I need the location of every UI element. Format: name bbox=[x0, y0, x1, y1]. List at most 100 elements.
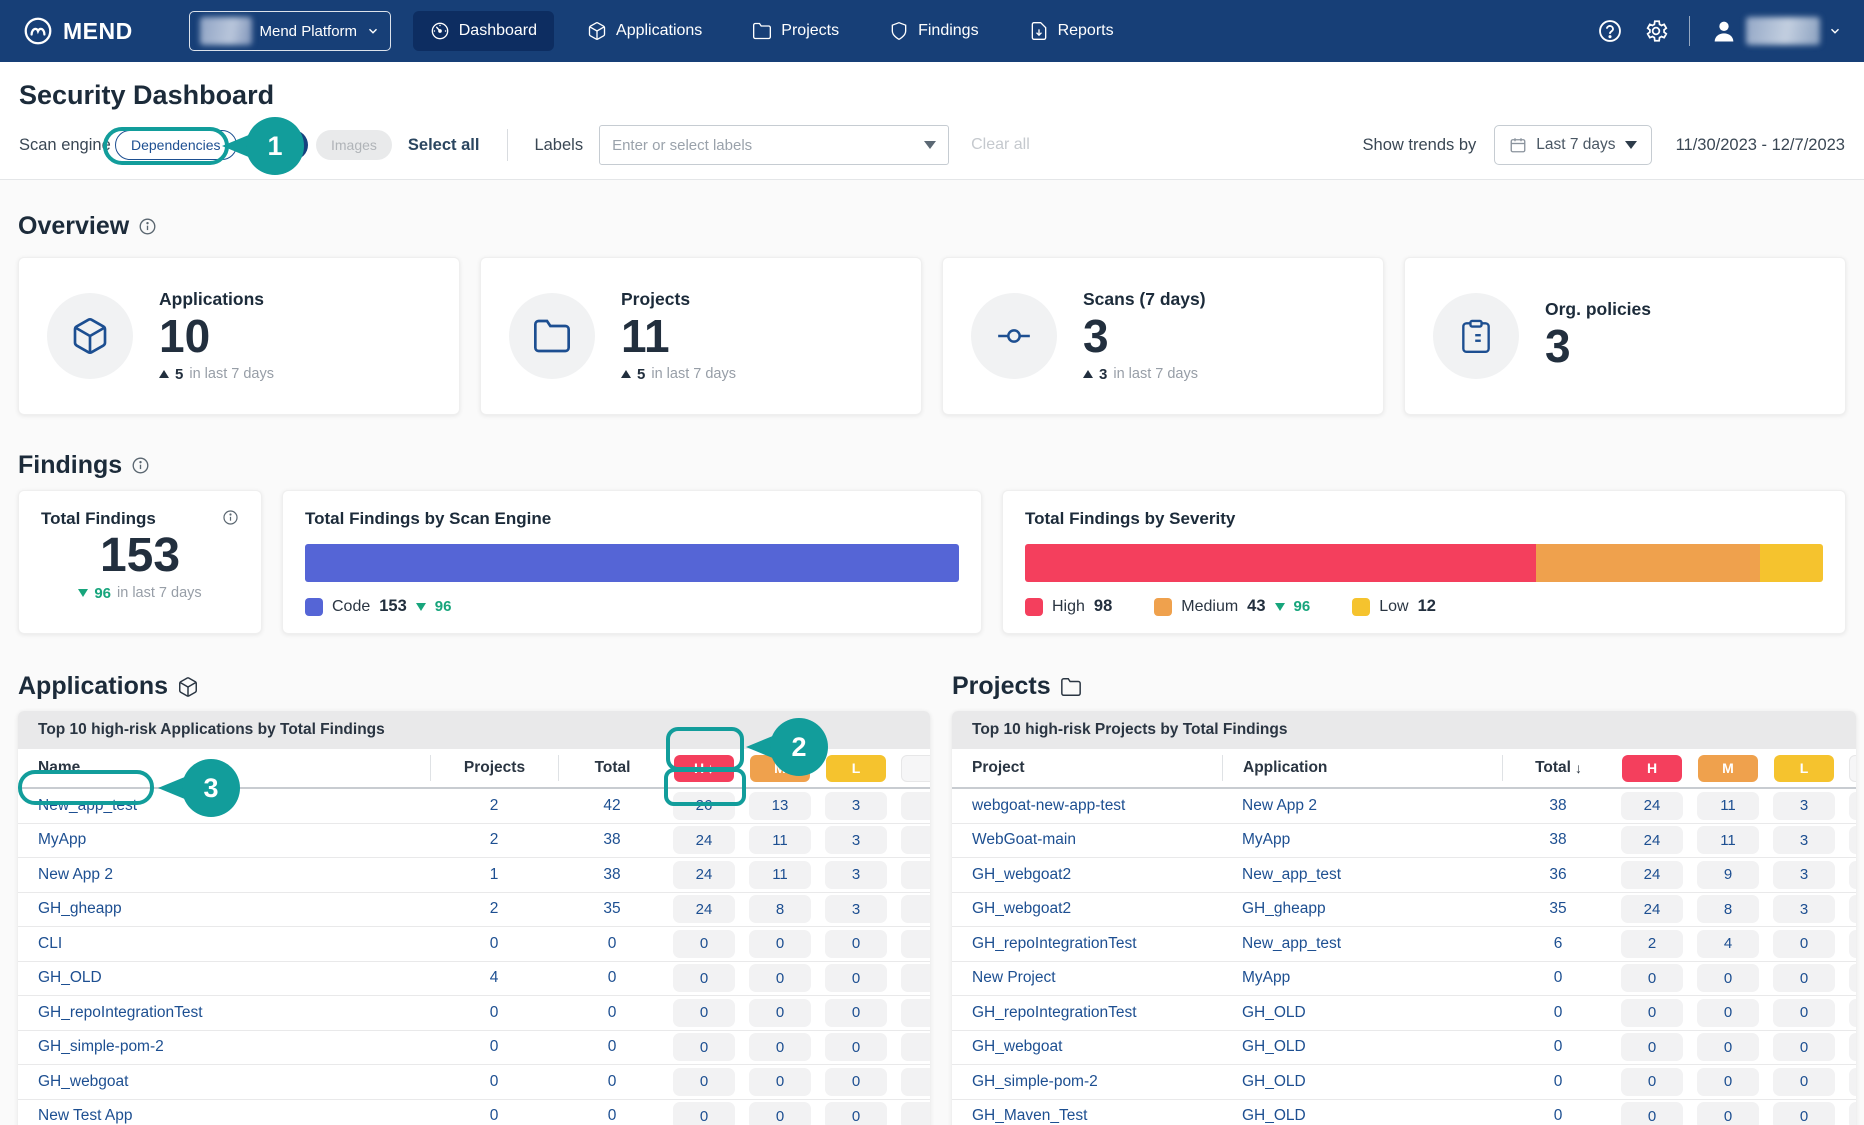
name-link[interactable]: GH_repoIntegrationTest bbox=[38, 1003, 203, 1021]
severity-l-chip[interactable]: L bbox=[1774, 754, 1834, 782]
project-link[interactable]: GH_webgoat2 bbox=[972, 900, 1072, 918]
severity-h-chip[interactable]: H ↓ bbox=[674, 754, 734, 782]
cell-severity-l: 3 bbox=[1766, 895, 1842, 924]
clipped-cell bbox=[894, 1067, 930, 1096]
card-label: Projects bbox=[621, 288, 691, 309]
project-link[interactable]: New Project bbox=[972, 969, 1056, 987]
name-link[interactable]: New Test App bbox=[38, 1107, 133, 1125]
project-link[interactable]: GH_webgoat bbox=[972, 1038, 1063, 1056]
severity-l-count: 0 bbox=[825, 1102, 887, 1125]
column-header-severity-m[interactable]: M bbox=[742, 754, 818, 782]
name-link[interactable]: New_app_test bbox=[38, 796, 138, 814]
legend-swatch bbox=[1352, 597, 1371, 616]
overview-card-scans-7-days-[interactable]: Scans (7 days) 3 3 in last 7 days bbox=[942, 257, 1384, 415]
cell-severity-h: 0 bbox=[1614, 1067, 1690, 1096]
name-link[interactable]: New App 2 bbox=[38, 865, 113, 883]
nav-tab-dashboard[interactable]: Dashboard bbox=[412, 11, 555, 51]
application-link[interactable]: New App 2 bbox=[1242, 796, 1317, 814]
project-link[interactable]: GH_repoIntegrationTest bbox=[972, 934, 1137, 952]
severity-m-chip[interactable]: M bbox=[1698, 754, 1758, 782]
application-link[interactable]: GH_OLD bbox=[1242, 1072, 1306, 1090]
cell-severity-l: 0 bbox=[818, 964, 894, 993]
application-link[interactable]: GH_OLD bbox=[1242, 1107, 1306, 1125]
user-menu[interactable] bbox=[1710, 17, 1842, 45]
select-all-button[interactable]: Select all bbox=[407, 135, 480, 154]
overview-card-org-policies[interactable]: Org. policies 3 bbox=[1404, 257, 1846, 415]
nav-tab-reports[interactable]: Reports bbox=[1012, 11, 1131, 51]
name-link[interactable]: MyApp bbox=[38, 831, 87, 849]
column-header-project[interactable]: Project bbox=[972, 759, 1025, 776]
code-pill[interactable]: Code bbox=[244, 130, 308, 160]
show-trends-label: Show trends by bbox=[1362, 135, 1477, 154]
severity-h-count: 24 bbox=[673, 860, 735, 889]
overview-card-projects[interactable]: Projects 11 5 in last 7 days bbox=[480, 257, 922, 415]
application-link[interactable]: MyApp bbox=[1242, 969, 1291, 987]
project-link[interactable]: GH_simple-pom-2 bbox=[972, 1072, 1098, 1090]
application-link[interactable]: GH_OLD bbox=[1242, 1003, 1306, 1021]
project-link[interactable]: webgoat-new-app-test bbox=[972, 796, 1126, 814]
clipped-cell bbox=[894, 1102, 930, 1125]
report-icon bbox=[1029, 21, 1049, 41]
cell-total: 0 bbox=[607, 969, 617, 987]
cell-total: 35 bbox=[1549, 900, 1567, 918]
cell-severity-l: 3 bbox=[1766, 860, 1842, 889]
cell-project: GH_repoIntegrationTest bbox=[952, 935, 1222, 953]
labels-text-field[interactable] bbox=[612, 136, 925, 154]
severity-m-chip[interactable]: M bbox=[750, 754, 810, 782]
severity-h-chip[interactable]: H bbox=[1622, 754, 1682, 782]
column-header-projects[interactable]: Projects bbox=[430, 755, 558, 781]
info-icon[interactable] bbox=[222, 509, 239, 526]
clipped-cell bbox=[1842, 826, 1856, 855]
name-link[interactable]: GH_webgoat bbox=[38, 1072, 129, 1090]
severity-h-count: 24 bbox=[1621, 895, 1683, 924]
help-icon[interactable] bbox=[1597, 18, 1623, 44]
name-link[interactable]: GH_simple-pom-2 bbox=[38, 1038, 164, 1056]
images-pill[interactable]: Images bbox=[315, 130, 392, 160]
name-link[interactable]: GH_OLD bbox=[38, 969, 102, 987]
project-link[interactable]: GH_webgoat2 bbox=[972, 865, 1072, 883]
column-header-total[interactable]: Total ↓ bbox=[1502, 755, 1614, 781]
project-link[interactable]: GH_Maven_Test bbox=[972, 1107, 1088, 1125]
project-link[interactable]: GH_repoIntegrationTest bbox=[972, 1003, 1137, 1021]
clear-all-button[interactable]: Clear all bbox=[971, 136, 1030, 153]
project-link[interactable]: WebGoat-main bbox=[972, 831, 1076, 849]
column-header-application[interactable]: Application bbox=[1222, 755, 1502, 781]
total-findings-title: Total Findings bbox=[41, 509, 156, 528]
dependencies-pill[interactable]: Dependencies bbox=[115, 130, 237, 160]
application-link[interactable]: New_app_test bbox=[1242, 934, 1342, 952]
application-link[interactable]: GH_OLD bbox=[1242, 1038, 1306, 1056]
dropdown-caret-icon[interactable] bbox=[924, 141, 937, 149]
application-link[interactable]: New_app_test bbox=[1242, 865, 1342, 883]
severity-l-count: 3 bbox=[825, 895, 887, 924]
clipboard-icon bbox=[1433, 293, 1519, 379]
gear-icon[interactable] bbox=[1643, 18, 1669, 44]
column-header-severity-h[interactable]: H bbox=[1614, 754, 1690, 782]
trend-value: 5 bbox=[637, 365, 646, 383]
date-preset-dropdown[interactable]: Last 7 days bbox=[1494, 125, 1652, 165]
name-link[interactable]: GH_gheapp bbox=[38, 900, 122, 918]
application-link[interactable]: MyApp bbox=[1242, 831, 1291, 849]
page-header: Security Dashboard Scan engine Dependenc… bbox=[0, 62, 1864, 180]
column-header-severity-l[interactable]: L bbox=[1766, 754, 1842, 782]
name-link[interactable]: CLI bbox=[38, 934, 63, 952]
column-header-total[interactable]: Total bbox=[558, 755, 666, 781]
column-header-severity-l[interactable]: L bbox=[818, 754, 894, 782]
info-icon[interactable] bbox=[138, 217, 157, 236]
clipped-column bbox=[1842, 754, 1856, 782]
application-link[interactable]: GH_gheapp bbox=[1242, 900, 1326, 918]
nav-tab-findings[interactable]: Findings bbox=[872, 11, 995, 51]
labels-input[interactable] bbox=[599, 125, 950, 165]
nav-tab-applications[interactable]: Applications bbox=[570, 11, 719, 51]
overview-card-applications[interactable]: Applications 10 5 in last 7 days bbox=[18, 257, 460, 415]
column-header-severity-h[interactable]: H ↓ bbox=[666, 754, 742, 782]
org-selector[interactable]: Mend Platform... bbox=[188, 11, 391, 51]
nav-tab-projects[interactable]: Projects bbox=[735, 11, 856, 51]
cell-name: New App 2 bbox=[18, 866, 430, 884]
column-header-name[interactable]: Name bbox=[38, 759, 81, 776]
mend-logo[interactable]: MEND bbox=[22, 15, 133, 47]
navbar-divider bbox=[1689, 16, 1690, 46]
clipped-header-chip bbox=[901, 754, 930, 782]
info-icon[interactable] bbox=[131, 456, 150, 475]
severity-l-chip[interactable]: L bbox=[826, 754, 886, 782]
column-header-severity-m[interactable]: M bbox=[1690, 754, 1766, 782]
